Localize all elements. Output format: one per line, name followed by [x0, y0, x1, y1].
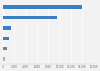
Bar	[3, 47, 7, 50]
Bar	[3, 36, 9, 40]
Bar	[3, 5, 82, 9]
Bar	[3, 26, 11, 30]
Bar	[3, 16, 57, 19]
Bar	[3, 57, 4, 61]
